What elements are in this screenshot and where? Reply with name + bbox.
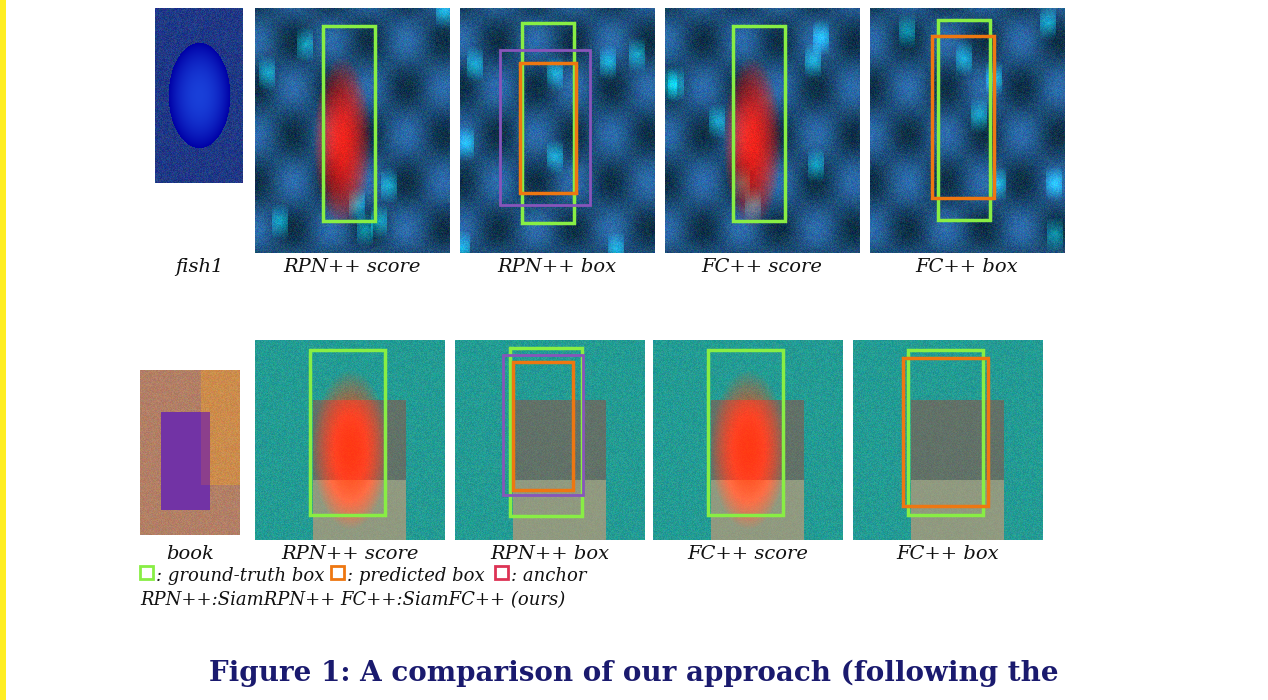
Text: : predicted box: : predicted box xyxy=(347,567,484,585)
Text: RPN++ score: RPN++ score xyxy=(281,545,418,563)
Bar xyxy=(510,348,582,516)
Text: book: book xyxy=(166,545,214,563)
Text: Figure 1: A comparison of our approach (following the: Figure 1: A comparison of our approach (… xyxy=(209,660,1059,687)
Bar xyxy=(903,358,988,506)
Bar xyxy=(514,362,573,490)
Text: FC++ box: FC++ box xyxy=(915,258,1018,276)
Bar xyxy=(139,566,153,579)
Bar xyxy=(0,0,6,700)
Text: : ground-truth box: : ground-truth box xyxy=(156,567,325,585)
Text: : anchor: : anchor xyxy=(511,567,587,585)
Text: FC++:SiamFC++ (ours): FC++:SiamFC++ (ours) xyxy=(340,591,566,609)
Text: RPN++ score: RPN++ score xyxy=(283,258,421,276)
Text: FC++ score: FC++ score xyxy=(687,545,809,563)
Bar xyxy=(908,350,983,515)
Text: FC++ box: FC++ box xyxy=(896,545,999,563)
Bar xyxy=(500,50,590,205)
Bar xyxy=(503,355,583,495)
Bar xyxy=(522,23,574,223)
Bar xyxy=(733,26,785,221)
Text: FC++ score: FC++ score xyxy=(701,258,823,276)
Bar xyxy=(309,350,385,515)
Bar xyxy=(520,63,576,193)
Text: RPN++ box: RPN++ box xyxy=(497,258,616,276)
Bar xyxy=(323,26,375,221)
Bar xyxy=(938,20,990,220)
Bar xyxy=(708,350,784,515)
Text: fish1: fish1 xyxy=(175,258,223,276)
Bar xyxy=(495,566,508,579)
Text: RPN++:SiamRPN++: RPN++:SiamRPN++ xyxy=(139,591,335,609)
Text: RPN++ box: RPN++ box xyxy=(491,545,610,563)
Bar xyxy=(932,36,994,198)
Bar xyxy=(331,566,344,579)
